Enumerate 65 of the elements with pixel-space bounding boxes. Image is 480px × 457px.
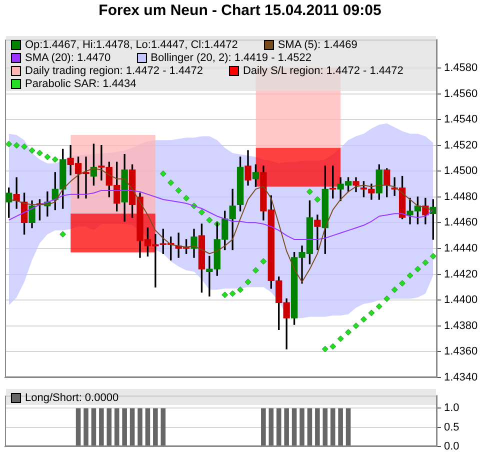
legend-label: Daily trading region: 1.4472 - 1.4472 (25, 64, 203, 76)
candlestick (314, 214, 321, 250)
y-tick-label: 1.4400 (444, 294, 478, 306)
y-tick-label: 1.4440 (444, 242, 478, 254)
point (222, 292, 228, 298)
point (198, 209, 205, 216)
point (252, 267, 259, 274)
point (52, 156, 58, 163)
y-tick-label: 1.4500 (444, 165, 478, 178)
point (175, 187, 182, 194)
point (206, 216, 213, 224)
y-tick-label: 1.4480 (444, 190, 478, 203)
legend-label: Daily S/L region: 1.4472 - 1.4472 (242, 64, 404, 76)
point (322, 346, 328, 352)
candlestick (13, 177, 20, 209)
point (406, 272, 414, 279)
point (391, 286, 398, 293)
point (399, 280, 406, 287)
point (360, 316, 367, 323)
point (330, 343, 336, 350)
y-tick-label: 1.4460 (444, 216, 478, 229)
y-tick-label: 1.4560 (444, 88, 478, 100)
point (36, 150, 43, 156)
y-tick-label: 1.4340 (444, 371, 478, 384)
point (44, 154, 51, 160)
point (13, 142, 20, 149)
point (337, 335, 344, 342)
y-tick-label: 1.4580 (444, 62, 478, 74)
legend-label: SMA (20): 1.4470 (25, 52, 111, 64)
point (306, 188, 313, 195)
y-tick-label: 0.0 (444, 440, 460, 452)
y-tick-label: 1.4380 (444, 320, 478, 332)
point (368, 310, 375, 316)
point (244, 278, 252, 286)
point (28, 147, 36, 154)
legend-label: Parabolic SAR: 1.4434 (25, 78, 136, 90)
point (352, 322, 360, 330)
point (414, 266, 421, 272)
y-tick-label: 1.4520 (444, 139, 478, 152)
point (168, 179, 174, 186)
point (6, 140, 12, 148)
point (60, 231, 66, 238)
point (183, 194, 190, 202)
point (430, 252, 436, 260)
y-tick-label: 1.4360 (444, 346, 478, 358)
chart-title: Forex um Neun - Chart 15.04.2011 09:05 (98, 2, 382, 19)
point (260, 258, 267, 265)
point (422, 259, 429, 266)
point (160, 170, 166, 177)
legend-label: Long/Short: 0.0000 (25, 392, 119, 404)
point (21, 143, 28, 150)
point (314, 196, 321, 203)
point (229, 290, 236, 297)
point (345, 329, 352, 336)
candlestick (82, 156, 90, 199)
y-tick-label: 1.4420 (444, 268, 478, 280)
point (237, 286, 244, 293)
legend-label: Bollinger (20, 2): 1.4419 - 1.4522 (150, 52, 312, 64)
legend-label: Op:1.4467, Hi:1.4478, Lo:1.4447, Cl:1.4472 (25, 38, 238, 50)
y-tick-label: 1.4540 (444, 114, 478, 126)
y-tick-label: 1.0 (444, 402, 460, 414)
y-tick-label: 0.5 (444, 421, 460, 434)
legend-label: SMA (5): 1.4469 (278, 38, 358, 50)
point (376, 303, 382, 310)
point (384, 296, 390, 302)
